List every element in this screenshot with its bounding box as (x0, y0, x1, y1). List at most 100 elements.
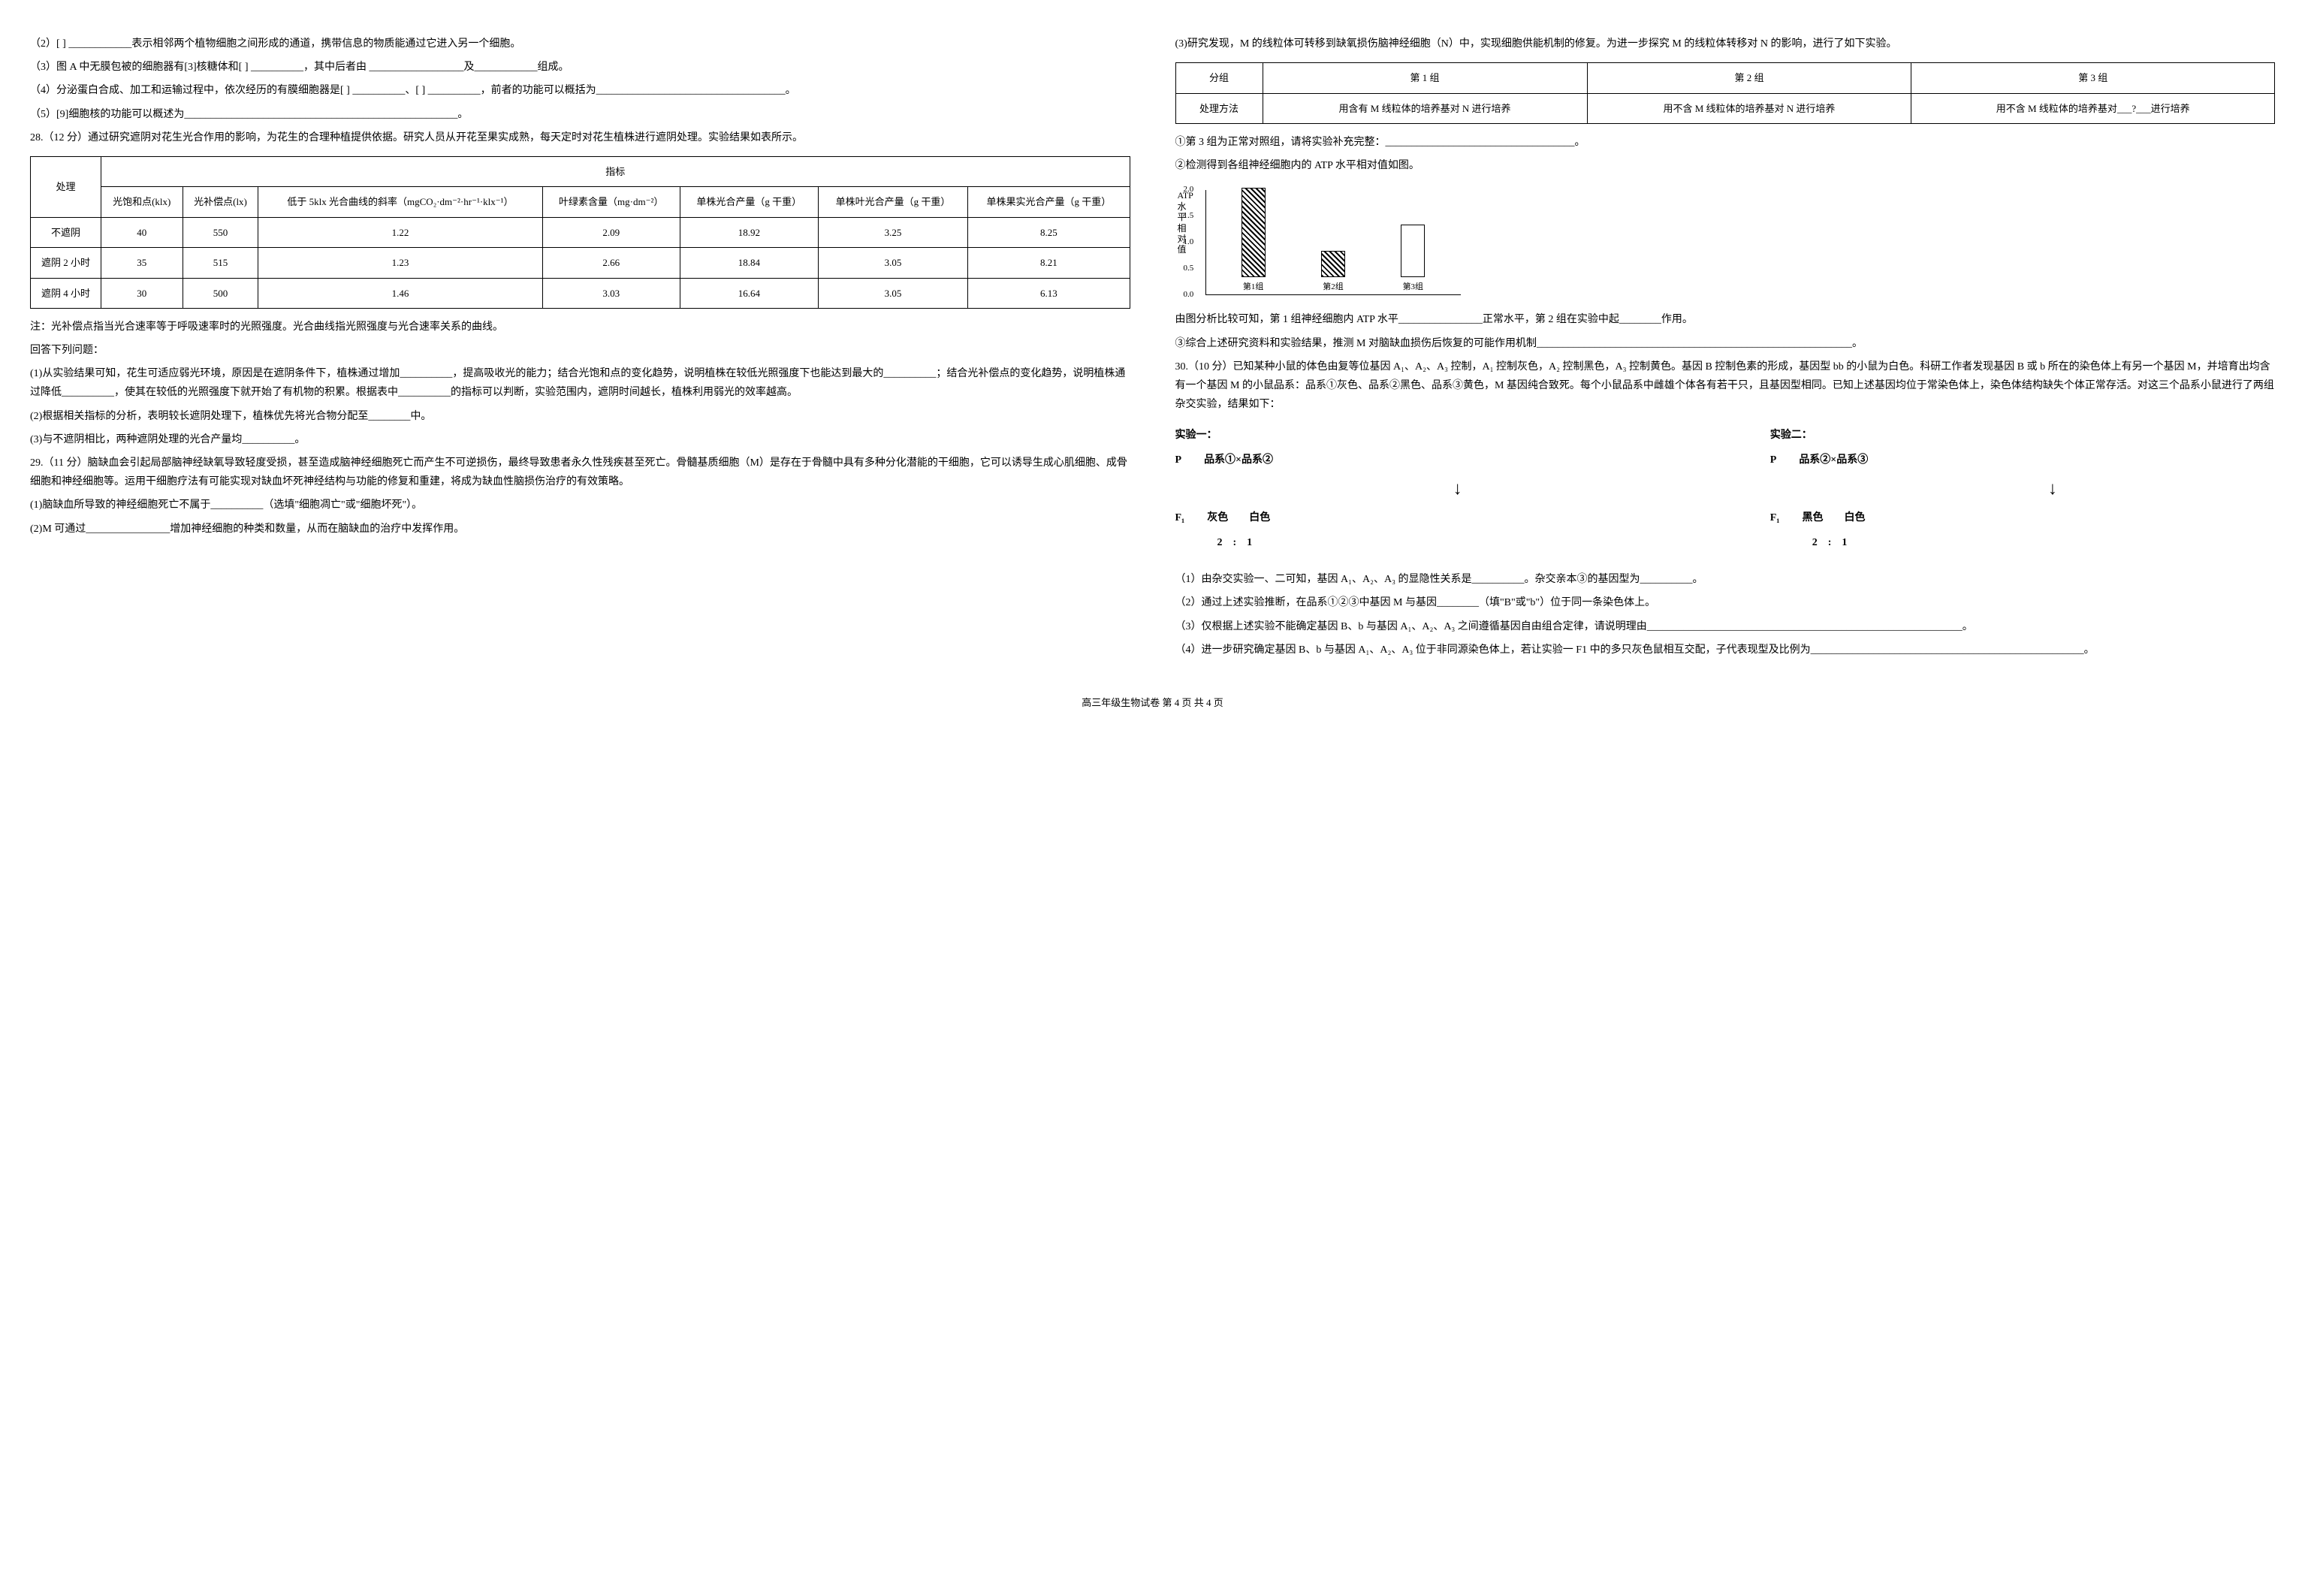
q29-3-intro: (3)研究发现，M 的线粒体可转移到缺氧损伤脑神经细胞（N）中，实现细胞供能机制… (1175, 35, 2276, 53)
q27-3: （3）图 A 中无膜包被的细胞器有[3]核糖体和[ ] __________，其… (30, 58, 1130, 77)
r1c3: 1.23 (258, 248, 542, 278)
exp1-p: 品系①×品系② (1204, 451, 1273, 469)
p-label-2: P (1770, 451, 1777, 469)
t2r1c0: 处理方法 (1175, 93, 1263, 123)
chart-xlabel: 第1组 (1243, 280, 1264, 295)
q29-2: (2)M 可通过________________增加神经细胞的种类和数量，从而在… (30, 520, 1130, 539)
chart-bar-group: 第3组 (1401, 225, 1425, 295)
r2c6: 3.05 (818, 278, 968, 308)
r1c4: 2.66 (542, 248, 680, 278)
r1c1: 35 (101, 248, 183, 278)
r2c0: 遮阴 4 小时 (31, 278, 101, 308)
q29-1: (1)脑缺血所导致的神经细胞死亡不属于__________（选填"细胞凋亡"或"… (30, 496, 1130, 514)
q29-intro: 29.（11 分）脑缺血会引起局部脑神经缺氧导致轻度受损，甚至造成脑神经细胞死亡… (30, 454, 1130, 491)
r2c1: 30 (101, 278, 183, 308)
q30-4: （4）进一步研究确定基因 B、b 与基因 A₁、A₂、A₃ 位于非同源染色体上，… (1175, 641, 2276, 659)
q29-3-3: 由图分析比较可知，第 1 组神经细胞内 ATP 水平______________… (1175, 310, 2276, 329)
r0c6: 3.25 (818, 217, 968, 247)
q28-2: (2)根据相关指标的分析，表明较长遮阴处理下，植株优先将光合物分配至______… (30, 407, 1130, 426)
r2c7: 6.13 (968, 278, 1130, 308)
exp1-ratio: 2 : 1 (1217, 533, 1253, 552)
r0c4: 2.09 (542, 217, 680, 247)
q30-1: （1）由杂交实验一、二可知，基因 A₁、A₂、A₃ 的显隐性关系是_______… (1175, 570, 2276, 589)
chart-ytick: 0.0 (1184, 287, 1194, 302)
r0c2: 550 (183, 217, 258, 247)
r1c5: 18.84 (680, 248, 818, 278)
th-indicator: 指标 (101, 156, 1130, 186)
p-label: P (1175, 451, 1182, 469)
q27-4: （4）分泌蛋白合成、加工和运输过程中，依次经历的有膜细胞器是[ ] ______… (30, 81, 1130, 100)
chart-bar (1321, 251, 1345, 277)
r2c4: 3.03 (542, 278, 680, 308)
f1-label-2: F₁ (1770, 508, 1780, 527)
table-q28: 处理 指标 光饱和点(klx) 光补偿点(lx) 低于 5klx 光合曲线的斜率… (30, 156, 1130, 309)
table-q29-3: 分组 第 1 组 第 2 组 第 3 组 处理方法 用含有 M 线粒体的培养基对… (1175, 62, 2276, 124)
chart-ytick: 1.0 (1184, 234, 1194, 249)
arrow-icon-2: ↓ (1830, 473, 2275, 505)
th-c7: 单株果实光合产量（g 干重） (968, 187, 1130, 217)
page-footer: 高三年级生物试卷 第 4 页 共 4 页 (30, 694, 2275, 711)
cross-diagrams: 实验一： P 品系①×品系② ↓ F₁ 灰色 白色 2 : 1 实验二： (1175, 426, 2276, 558)
r1c7: 8.21 (968, 248, 1130, 278)
exp2-ratio: 2 : 1 (1812, 533, 1848, 552)
exp2-f1: 黑色 白色 (1803, 508, 1866, 527)
table-note: 注：光补偿点指当光合速率等于呼吸速率时的光照强度。光合曲线指光照强度与光合速率关… (30, 318, 1130, 336)
r0c0: 不遮阴 (31, 217, 101, 247)
q30-intro: 30.（10 分）已知某种小鼠的体色由复等位基因 A₁、A₂、A₃ 控制，A₁ … (1175, 358, 2276, 415)
q27-2: （2）[ ] ____________表示相邻两个植物细胞之间形成的通道，携带信… (30, 35, 1130, 53)
arrow-icon: ↓ (1235, 473, 1680, 505)
answer-intro: 回答下列问题： (30, 341, 1130, 360)
r1c6: 3.05 (818, 248, 968, 278)
exp1-label: 实验一： (1175, 426, 1680, 445)
chart-ytick: 1.5 (1184, 208, 1194, 223)
chart-bar-group: 第2组 (1321, 251, 1345, 295)
chart-xlabel: 第2组 (1323, 280, 1344, 295)
t2r1c2: 用不含 M 线粒体的培养基对 N 进行培养 (1587, 93, 1911, 123)
chart-bar (1242, 188, 1266, 277)
th-c2: 光补偿点(lx) (183, 187, 258, 217)
r2c5: 16.64 (680, 278, 818, 308)
th-c1: 光饱和点(klx) (101, 187, 183, 217)
th-c6: 单株叶光合产量（g 干重） (818, 187, 968, 217)
experiment-2: 实验二： P 品系②×品系③ ↓ F₁ 黑色 白色 2 : 1 (1770, 426, 2275, 558)
chart-bar-group: 第1组 (1242, 188, 1266, 295)
th-c3: 低于 5klx 光合曲线的斜率（mgCO₂·dm⁻²·hr⁻¹·klx⁻¹） (258, 187, 542, 217)
experiment-1: 实验一： P 品系①×品系② ↓ F₁ 灰色 白色 2 : 1 (1175, 426, 1680, 558)
t2h3: 第 3 组 (1911, 63, 2275, 93)
exp2-p: 品系②×品系③ (1799, 451, 1868, 469)
t2h1: 第 1 组 (1263, 63, 1587, 93)
r2c3: 1.46 (258, 278, 542, 308)
r1c0: 遮阴 2 小时 (31, 248, 101, 278)
q29-3-1: ①第 3 组为正常对照组，请将实验补充完整：__________________… (1175, 133, 2276, 152)
r0c1: 40 (101, 217, 183, 247)
r0c5: 18.92 (680, 217, 818, 247)
chart-ytick: 2.0 (1184, 182, 1194, 197)
exp2-label: 实验二： (1770, 426, 2275, 445)
q29-3-2: ②检测得到各组神经细胞内的 ATP 水平相对值如图。 (1175, 156, 2276, 175)
chart-bar (1401, 225, 1425, 277)
chart-xlabel: 第3组 (1403, 280, 1424, 295)
q29-3-4: ③综合上述研究资料和实验结果，推测 M 对脑缺血损伤后恢复的可能作用机制____… (1175, 334, 2276, 353)
q30-3: （3）仅根据上述实验不能确定基因 B、b 与基因 A₁、A₂、A₃ 之间遵循基因… (1175, 617, 2276, 636)
t2r1c1: 用含有 M 线粒体的培养基对 N 进行培养 (1263, 93, 1587, 123)
exp1-f1: 灰色 白色 (1207, 508, 1270, 527)
f1-label: F₁ (1175, 508, 1185, 527)
q30-2: （2）通过上述实验推断，在品系①②③中基因 M 与基因________（填"B"… (1175, 593, 2276, 612)
r2c2: 500 (183, 278, 258, 308)
q28-1: (1)从实验结果可知，花生可适应弱光环境，原因是在遮阴条件下，植株通过增加___… (30, 364, 1130, 402)
q27-5: （5）[9]细胞核的功能可以概述为_______________________… (30, 105, 1130, 124)
r1c2: 515 (183, 248, 258, 278)
q28-3: (3)与不遮阴相比，两种遮阴处理的光合产量均__________。 (30, 430, 1130, 449)
q28-intro: 28.（12 分）通过研究遮阴对花生光合作用的影响，为花生的合理种植提供依据。研… (30, 128, 1130, 147)
atp-chart: ATP 水 平 相 对 值 0.00.51.01.52.0第1组第2组第3组 (1175, 190, 1461, 295)
right-column: (3)研究发现，M 的线粒体可转移到缺氧损伤脑神经细胞（N）中，实现细胞供能机制… (1175, 30, 2276, 664)
chart-ytick: 0.5 (1184, 261, 1194, 276)
t2r1c3: 用不含 M 线粒体的培养基对___?___进行培养 (1911, 93, 2275, 123)
th-treatment: 处理 (31, 156, 101, 217)
t2h2: 第 2 组 (1587, 63, 1911, 93)
th-c5: 单株光合产量（g 干重） (680, 187, 818, 217)
r0c3: 1.22 (258, 217, 542, 247)
t2h0: 分组 (1175, 63, 1263, 93)
th-c4: 叶绿素含量（mg·dm⁻²） (542, 187, 680, 217)
r0c7: 8.25 (968, 217, 1130, 247)
